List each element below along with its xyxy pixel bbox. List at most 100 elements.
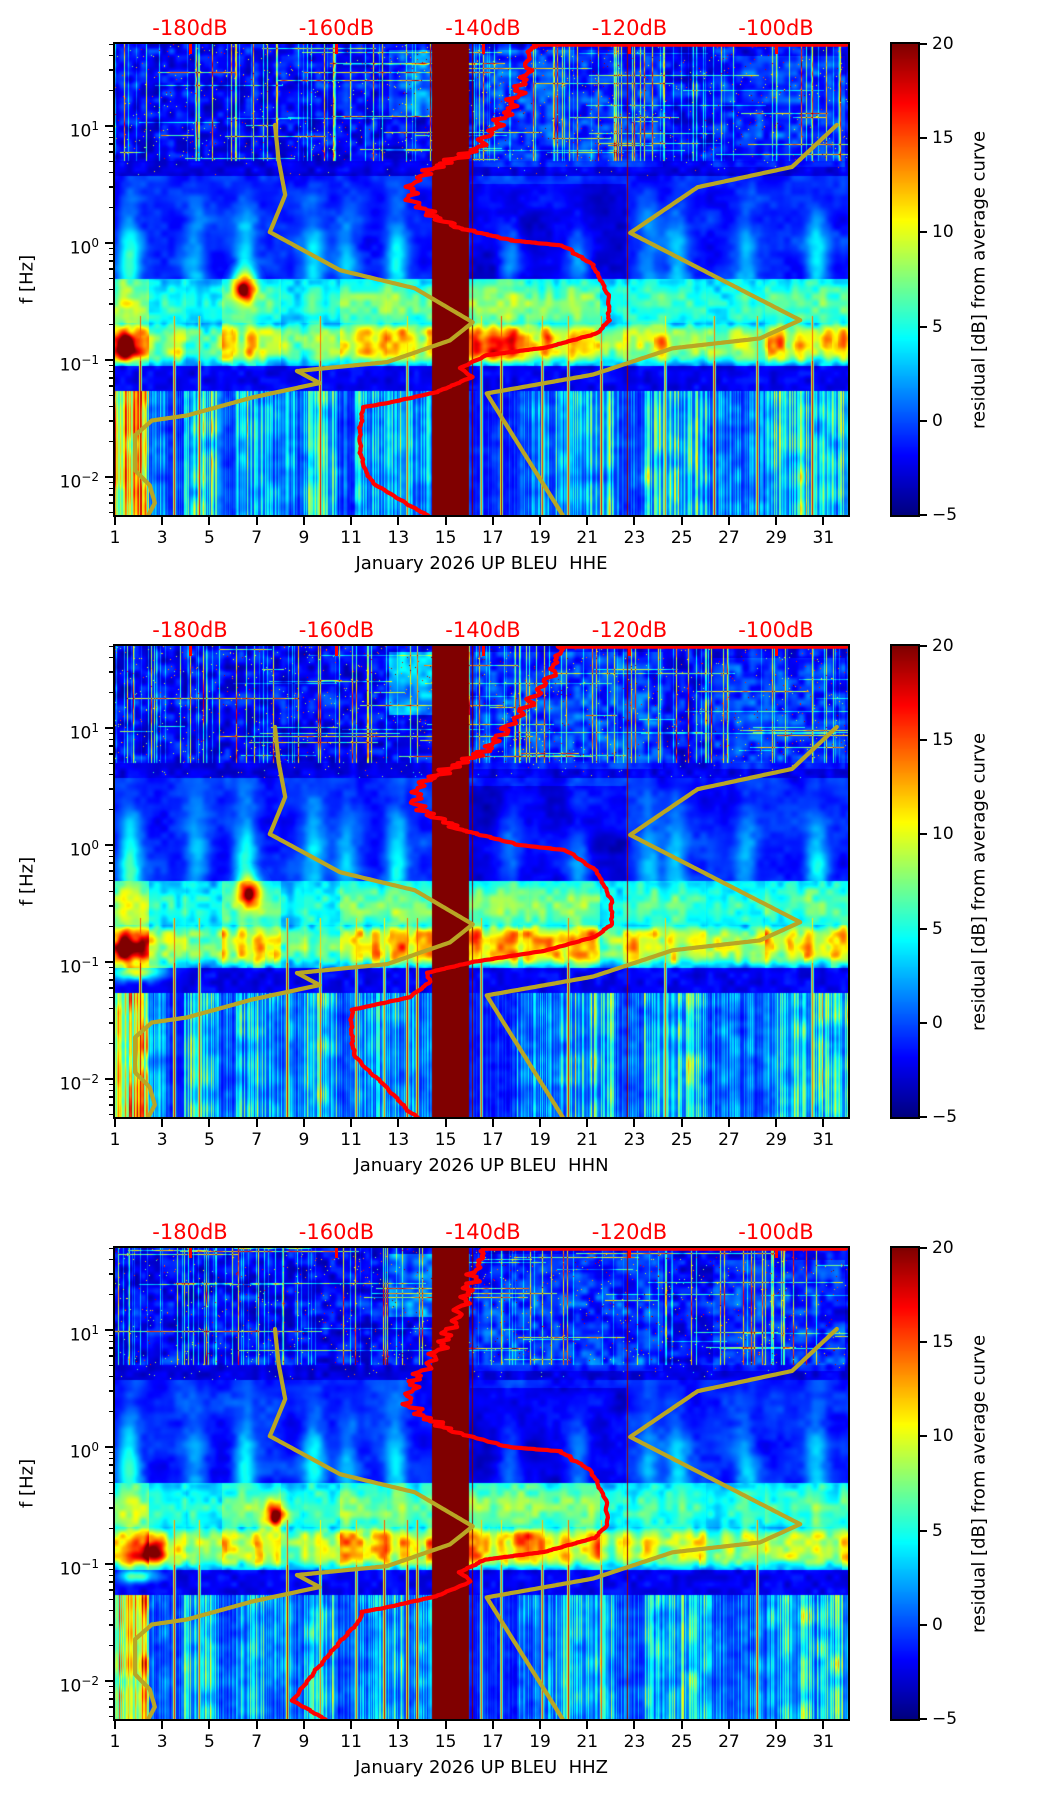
- x-tick: [633, 517, 636, 525]
- x-tick: [822, 517, 825, 525]
- nlnm-curve: [133, 122, 475, 515]
- db-tick: [628, 1248, 631, 1258]
- x-tick: [491, 1119, 494, 1127]
- x-tick-label: 17: [481, 1732, 504, 1752]
- y-minor-tick: [109, 394, 114, 396]
- x-tick-label: 29: [765, 1732, 787, 1752]
- y-minor-tick: [109, 277, 114, 279]
- colorbar-tick-label: 20: [932, 636, 954, 656]
- db-tick: [481, 1248, 485, 1258]
- db-axis-label: -160dB: [298, 618, 375, 642]
- y-minor-tick: [109, 862, 114, 864]
- x-tick-label: 1: [109, 1732, 121, 1752]
- x-tick-label: 3: [156, 1130, 168, 1150]
- colorbar-tick: [920, 645, 927, 647]
- x-tick: [586, 1119, 589, 1127]
- y-minor-tick: [109, 487, 114, 490]
- nlnm-curve: [133, 1326, 475, 1719]
- y-axis-label: f [Hz]: [16, 856, 38, 907]
- db-axis-label: -140dB: [445, 618, 521, 642]
- y-minor-tick: [109, 1022, 114, 1024]
- y-minor-tick: [109, 441, 114, 443]
- y-minor-tick: [109, 1472, 114, 1474]
- y-minor-tick: [109, 405, 114, 408]
- y-tick-label: 101: [69, 1323, 99, 1346]
- y-major-tick: [105, 242, 114, 244]
- y-minor-tick: [109, 1273, 114, 1275]
- colorbar: [892, 44, 918, 515]
- x-tick: [775, 517, 778, 525]
- y-minor-tick: [109, 1258, 114, 1261]
- colorbar-tick: [920, 1116, 927, 1118]
- y-major-tick: [105, 476, 114, 478]
- x-tick-label: 11: [340, 1732, 362, 1752]
- x-tick: [680, 517, 683, 525]
- x-tick: [397, 1119, 400, 1127]
- x-tick-label: 9: [298, 528, 310, 548]
- y-minor-tick: [109, 420, 114, 422]
- colorbar-tick-label: 5: [932, 316, 943, 337]
- x-tick-label: 17: [481, 528, 504, 548]
- x-tick-label: 29: [765, 528, 787, 548]
- y-minor-tick: [109, 288, 114, 291]
- y-minor-tick: [109, 732, 114, 735]
- y-minor-tick: [109, 738, 114, 741]
- y-minor-tick: [109, 1451, 114, 1454]
- y-minor-tick: [109, 1706, 114, 1708]
- x-tick: [397, 1721, 400, 1729]
- y-minor-tick: [109, 54, 114, 57]
- colorbar-tick: [920, 325, 927, 328]
- y-major-tick: [105, 1446, 114, 1448]
- db-axis-label: -100dB: [738, 16, 814, 40]
- x-tick-label: 5: [204, 1130, 215, 1150]
- y-minor-tick: [109, 303, 114, 305]
- db-axis-label: -160dB: [298, 16, 375, 40]
- y-tick-label: 10−2: [59, 1072, 99, 1095]
- y-major-tick: [105, 1329, 114, 1331]
- db-tick: [335, 1248, 338, 1258]
- x-tick: [727, 517, 730, 525]
- colorbar-tick-label: 20: [932, 1238, 954, 1258]
- x-tick-label: 21: [576, 1130, 599, 1150]
- colorbar-label: residual [dB] from average curve: [968, 732, 990, 1031]
- y-minor-tick: [109, 324, 114, 326]
- db-tick: [335, 44, 338, 54]
- x-tick: [680, 1119, 683, 1127]
- x-tick-label: 13: [387, 528, 410, 548]
- db-tick: [774, 646, 778, 656]
- y-minor-tick: [109, 645, 114, 647]
- x-tick: [302, 517, 305, 525]
- y-minor-tick: [109, 1375, 114, 1378]
- x-tick: [491, 1721, 494, 1729]
- y-minor-tick: [109, 773, 114, 776]
- x-tick: [539, 1119, 542, 1127]
- colorbar-tick: [920, 419, 927, 422]
- x-tick-label: 27: [718, 1130, 740, 1150]
- y-minor-tick: [109, 1492, 114, 1495]
- x-tick: [208, 1119, 211, 1127]
- x-tick-label: 1: [109, 1130, 121, 1150]
- y-minor-tick: [109, 370, 114, 373]
- y-minor-tick: [109, 1598, 114, 1600]
- y-minor-tick: [109, 1691, 114, 1694]
- x-tick: [586, 1721, 589, 1729]
- x-tick-label: 19: [529, 1130, 551, 1150]
- x-tick: [444, 1119, 447, 1127]
- y-minor-tick: [109, 136, 114, 139]
- y-minor-tick: [109, 1589, 114, 1591]
- y-minor-tick: [109, 247, 114, 250]
- colorbar-tick-label: 5: [932, 918, 943, 939]
- y-tick-label: 10−2: [59, 1674, 99, 1697]
- x-tick-label: 17: [481, 1130, 504, 1150]
- y-minor-tick: [109, 186, 114, 188]
- colorbar-label: residual [dB] from average curve: [968, 1334, 990, 1633]
- x-tick: [114, 517, 116, 525]
- colorbar-tick: [920, 1623, 927, 1626]
- y-minor-tick: [109, 849, 114, 852]
- y-minor-tick: [109, 268, 114, 270]
- colorbar-tick: [920, 1341, 927, 1344]
- x-axis-title: January 2026 UP BLEU HHE: [355, 553, 608, 574]
- y-minor-tick: [109, 69, 114, 71]
- y-minor-tick: [109, 481, 114, 484]
- y-minor-tick: [109, 890, 114, 893]
